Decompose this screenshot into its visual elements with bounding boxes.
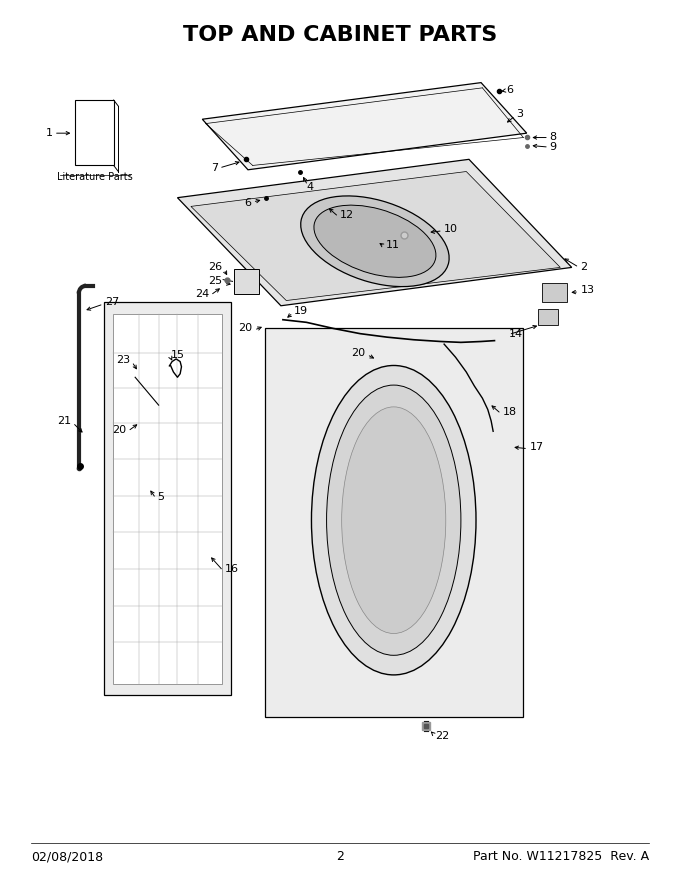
Text: 25: 25: [208, 276, 222, 286]
FancyBboxPatch shape: [234, 269, 259, 294]
Text: 20: 20: [352, 348, 366, 358]
Text: 11: 11: [386, 239, 400, 250]
Text: 8: 8: [549, 132, 557, 142]
Text: 4: 4: [307, 182, 313, 192]
Text: 24: 24: [194, 289, 209, 298]
Text: 22: 22: [435, 731, 449, 741]
Text: 18: 18: [503, 407, 517, 417]
Text: TOP AND CABINET PARTS: TOP AND CABINET PARTS: [183, 25, 497, 45]
Text: 20: 20: [112, 424, 126, 435]
Text: 26: 26: [208, 262, 222, 273]
Ellipse shape: [301, 196, 449, 287]
Text: Part No. W11217825  Rev. A: Part No. W11217825 Rev. A: [473, 850, 649, 863]
Ellipse shape: [326, 385, 461, 656]
Ellipse shape: [341, 407, 446, 634]
Text: 16: 16: [224, 564, 239, 574]
Polygon shape: [103, 302, 231, 694]
Text: 3: 3: [516, 109, 523, 119]
Text: 27: 27: [105, 297, 119, 307]
Text: 1: 1: [46, 128, 52, 138]
Text: 10: 10: [444, 224, 458, 234]
Ellipse shape: [314, 205, 436, 277]
Polygon shape: [191, 172, 560, 301]
Text: 15: 15: [171, 349, 185, 360]
Polygon shape: [113, 313, 222, 684]
Polygon shape: [177, 159, 572, 305]
Text: 6: 6: [244, 198, 252, 208]
Text: 9: 9: [549, 143, 557, 152]
FancyBboxPatch shape: [541, 283, 567, 302]
Text: 2: 2: [336, 850, 344, 863]
Text: 21: 21: [57, 416, 71, 426]
Polygon shape: [203, 83, 527, 170]
Text: 13: 13: [581, 285, 594, 295]
Text: 14: 14: [509, 328, 524, 339]
Text: 7: 7: [211, 163, 218, 173]
Text: 19: 19: [294, 306, 309, 316]
Ellipse shape: [311, 365, 476, 675]
Text: 02/08/2018: 02/08/2018: [31, 850, 103, 863]
Text: Literature Parts: Literature Parts: [57, 172, 133, 181]
Text: 17: 17: [530, 442, 543, 452]
Text: 5: 5: [157, 492, 165, 502]
Text: 23: 23: [116, 355, 131, 365]
FancyBboxPatch shape: [75, 100, 114, 165]
Text: 6: 6: [507, 84, 513, 94]
FancyBboxPatch shape: [538, 309, 558, 325]
Polygon shape: [265, 328, 523, 717]
Text: 2: 2: [581, 262, 588, 273]
Text: 20: 20: [239, 324, 253, 334]
Text: 12: 12: [340, 210, 354, 220]
